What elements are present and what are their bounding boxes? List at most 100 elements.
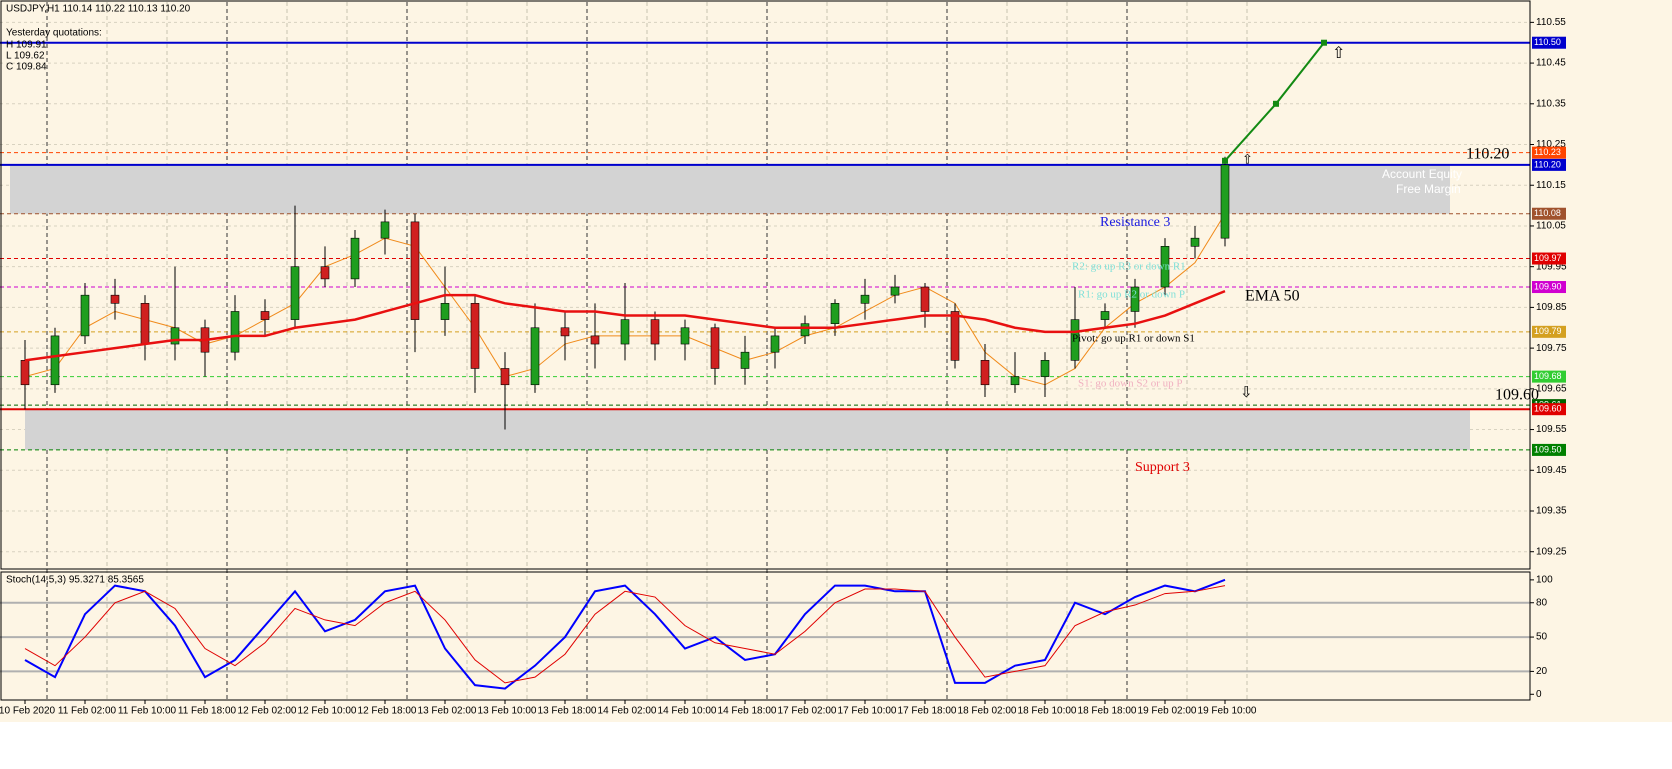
candle-body	[980, 360, 990, 386]
x-tick-label: 12 Feb 02:00	[238, 706, 297, 717]
candle-body	[1070, 319, 1080, 361]
annotation: EMA 50	[1245, 288, 1300, 305]
arrow-up: ⇧	[1242, 151, 1253, 166]
annotation: R1: go up R2 or down P	[1078, 289, 1185, 301]
level-label-box	[1532, 443, 1566, 456]
candle-body	[380, 221, 390, 239]
x-tick-label: 17 Feb 18:00	[898, 706, 957, 717]
y-tick-label: 80	[1536, 597, 1548, 608]
arrow-down: ⇩	[1240, 384, 1253, 401]
candle-body	[680, 327, 690, 345]
level-label: 109.97	[1534, 253, 1562, 263]
level-label: 110.20	[1534, 159, 1561, 169]
info: C 109.84	[6, 62, 47, 73]
annotation: Resistance 3	[1100, 215, 1170, 230]
candle-body	[80, 294, 90, 337]
y-tick-label: 110.45	[1536, 58, 1566, 69]
level-label-box	[1532, 158, 1566, 171]
y-tick-label: 109.25	[1536, 546, 1567, 557]
x-tick-label: 10 Feb 2020	[0, 706, 56, 717]
candle-body	[1160, 246, 1170, 288]
candle-body	[710, 327, 720, 369]
stoch-frame	[0, 571, 1531, 701]
x-tick-label: 14 Feb 02:00	[598, 706, 657, 717]
y-tick-label: 109.45	[1536, 465, 1567, 476]
x-tick-label: 13 Feb 02:00	[418, 706, 477, 717]
level-label: 110.50	[1534, 37, 1561, 47]
y-tick-label: 100	[1536, 575, 1553, 586]
candle-body	[50, 335, 60, 386]
level-label-box	[1532, 146, 1566, 159]
annotation: 110.20	[1466, 146, 1509, 163]
level-label-box	[1532, 403, 1566, 416]
projection-point	[1321, 39, 1327, 46]
annotation: 109.60	[1495, 387, 1539, 404]
level-label: 109.79	[1534, 326, 1562, 336]
level-label-box	[1532, 281, 1566, 294]
candle-body	[920, 286, 930, 312]
candle-body	[470, 303, 480, 369]
annotation: Account Equity	[1382, 167, 1462, 181]
x-tick-label: 18 Feb 10:00	[1018, 706, 1077, 717]
level-label-box	[1532, 207, 1566, 220]
level-label: 110.23	[1534, 147, 1561, 157]
candle-body	[1220, 164, 1230, 239]
candle-body	[230, 311, 240, 353]
y-tick-label: 109.85	[1536, 302, 1567, 313]
candle-body	[260, 311, 270, 320]
y-tick-label: 109.75	[1536, 343, 1567, 354]
x-tick-label: 13 Feb 10:00	[478, 706, 537, 717]
info: H 109.91	[6, 40, 47, 51]
stoch-title: Stoch(14,5,3) 95.3271 85.3565	[6, 575, 144, 586]
info: Yesterday quotations:	[6, 28, 102, 39]
y-tick-label: 109.55	[1536, 424, 1567, 435]
candle-body	[590, 335, 600, 345]
level-label-box	[1532, 325, 1566, 338]
zone	[25, 409, 1470, 450]
background	[0, 0, 1672, 722]
candle-body	[440, 303, 450, 320]
candle-body	[560, 327, 570, 337]
candle-body	[1010, 376, 1020, 386]
projection-point	[1222, 157, 1228, 164]
y-tick-label: 109.35	[1536, 506, 1567, 517]
annotation: Support 3	[1135, 460, 1190, 475]
level-label: 109.68	[1534, 371, 1562, 381]
candle-body	[1130, 286, 1140, 312]
x-tick-label: 19 Feb 10:00	[1198, 706, 1257, 717]
ema-line	[24, 289, 1226, 362]
candle-body	[770, 335, 780, 353]
candle-body	[290, 266, 300, 320]
x-tick-label: 11 Feb 02:00	[58, 706, 117, 717]
x-tick-label: 17 Feb 02:00	[778, 706, 837, 717]
candle-body	[890, 286, 900, 296]
candle-body	[860, 294, 870, 304]
annotation: R2: go up R3 or down R1	[1072, 261, 1186, 273]
plot	[0, 39, 1530, 690]
candle-body	[20, 360, 30, 386]
candle-body	[110, 294, 120, 304]
x-tick-label: 13 Feb 18:00	[538, 706, 597, 717]
level-label-box	[1532, 36, 1566, 49]
candle-body	[530, 327, 540, 386]
annotation: Free Margin	[1396, 182, 1461, 196]
x-tick-label: 18 Feb 18:00	[1078, 706, 1137, 717]
candle-body	[170, 327, 180, 345]
y-tick-label: 110.15	[1536, 180, 1566, 191]
info: L 109.62	[6, 51, 45, 62]
x-tick-label: 19 Feb 02:00	[1138, 706, 1197, 717]
projection-point	[1273, 100, 1279, 107]
candle-body	[800, 323, 810, 337]
stoch-line	[24, 585, 1226, 684]
y-tick-label: 109.65	[1536, 383, 1567, 394]
arrow-up: ⇧	[1332, 45, 1345, 62]
annotation: Pivot: go up R1 or down S1	[1072, 333, 1195, 345]
x-tick-label: 11 Feb 10:00	[118, 706, 177, 717]
zone	[10, 164, 1450, 214]
stoch-line	[24, 578, 1226, 690]
candle-body	[950, 311, 960, 361]
y-tick-label: 110.25	[1536, 139, 1566, 150]
x-tick-label: 17 Feb 10:00	[838, 706, 897, 717]
